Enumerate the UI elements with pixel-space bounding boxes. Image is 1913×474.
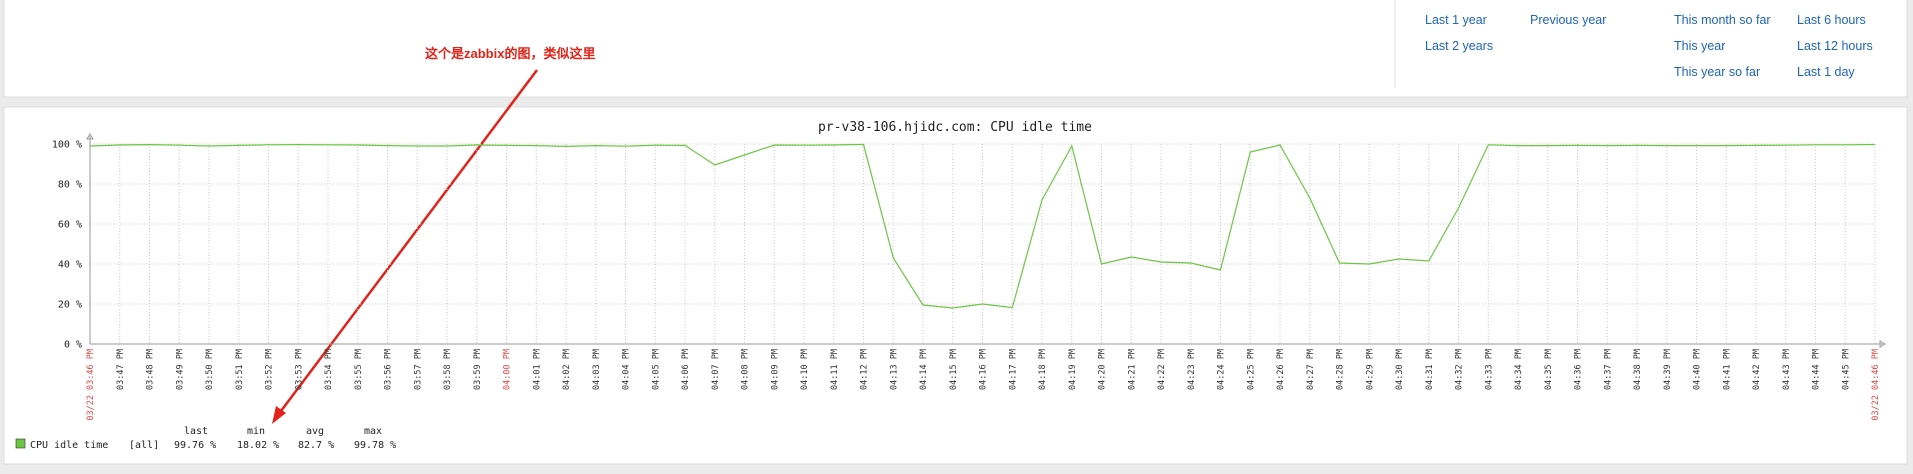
- x-tick-label: 04:42 PM: [1752, 349, 1762, 390]
- x-tick-label: 03:54 PM: [324, 349, 334, 390]
- x-tick-label: 04:28 PM: [1336, 349, 1346, 390]
- x-tick-label: 03:48 PM: [146, 349, 156, 390]
- x-tick-label: 04:32 PM: [1455, 349, 1465, 390]
- x-tick-label: 04:04 PM: [622, 349, 632, 390]
- legend-stat: 18.02 %: [237, 440, 279, 451]
- filter-panel: [4, 0, 1907, 97]
- x-tick-label: 04:14 PM: [919, 349, 929, 390]
- time-link[interactable]: This month so far: [1674, 13, 1771, 27]
- x-tick-label: 04:19 PM: [1068, 349, 1078, 390]
- time-link[interactable]: This year: [1674, 39, 1725, 53]
- legend-swatch: [16, 439, 25, 448]
- legend-stat: 99.78 %: [354, 440, 396, 451]
- x-tick-label: 04:31 PM: [1425, 349, 1435, 390]
- x-tick-label: 04:20 PM: [1098, 349, 1108, 390]
- x-tick-label: 04:43 PM: [1782, 349, 1792, 390]
- legend-label: CPU idle time: [30, 440, 108, 451]
- x-tick-label: 04:29 PM: [1365, 349, 1375, 390]
- x-tick-label: 04:26 PM: [1276, 349, 1286, 390]
- x-tick-label: 04:37 PM: [1603, 349, 1613, 390]
- y-tick-label: 100 %: [52, 140, 82, 151]
- legend-stat-header: last: [184, 426, 208, 437]
- x-tick-label: 04:24 PM: [1217, 349, 1227, 390]
- x-tick-label: 03/22 03:46 PM: [86, 349, 96, 421]
- x-tick-label: 04:41 PM: [1722, 349, 1732, 390]
- x-tick-label: 04:17 PM: [1008, 349, 1018, 390]
- y-tick-label: 40 %: [58, 260, 82, 271]
- x-tick-label: 04:36 PM: [1574, 349, 1584, 390]
- x-tick-label: 04:35 PM: [1544, 349, 1554, 390]
- legend-stat: 99.76 %: [174, 440, 216, 451]
- x-tick-label: 03:57 PM: [413, 349, 423, 390]
- x-tick-label: 04:05 PM: [651, 349, 661, 390]
- y-tick-label: 0 %: [64, 340, 82, 351]
- x-tick-label: 03:56 PM: [384, 349, 394, 390]
- x-tick-label: 04:27 PM: [1306, 349, 1316, 390]
- graph-panel: [4, 107, 1907, 464]
- x-tick-label: 04:44 PM: [1812, 349, 1822, 390]
- x-tick-label: 04:23 PM: [1187, 349, 1197, 390]
- x-tick-label: 03:53 PM: [294, 349, 304, 390]
- time-link[interactable]: This month: [1674, 0, 1736, 1]
- x-tick-label: 04:00 PM: [503, 349, 513, 390]
- x-tick-label: 04:39 PM: [1663, 349, 1673, 390]
- x-tick-label: 03:49 PM: [175, 349, 185, 390]
- time-link[interactable]: Last 2 years: [1425, 39, 1493, 53]
- x-tick-label: 03:52 PM: [265, 349, 275, 390]
- time-link[interactable]: Last 12 hours: [1797, 39, 1873, 53]
- x-tick-label: 04:11 PM: [830, 349, 840, 390]
- chart-title: pr-v38-106.hjidc.com: CPU idle time: [818, 120, 1092, 135]
- y-tick-label: 80 %: [58, 180, 82, 191]
- x-tick-label: 04:15 PM: [949, 349, 959, 390]
- x-tick-label: 03:59 PM: [473, 349, 483, 390]
- x-tick-label: 04:16 PM: [979, 349, 989, 390]
- x-tick-label: 04:34 PM: [1514, 349, 1524, 390]
- x-tick-label: 04:12 PM: [860, 349, 870, 390]
- x-tick-label: 03:55 PM: [354, 349, 364, 390]
- x-tick-label: 03:51 PM: [235, 349, 245, 390]
- x-tick-label: 04:40 PM: [1693, 349, 1703, 390]
- x-tick-label: 04:13 PM: [889, 349, 899, 390]
- x-tick-label: 04:09 PM: [770, 349, 780, 390]
- time-link[interactable]: Previous year: [1530, 13, 1606, 27]
- time-link[interactable]: Last 3 hours: [1797, 0, 1866, 1]
- legend-stat-header: avg: [306, 426, 324, 437]
- x-tick-label: 04:08 PM: [741, 349, 751, 390]
- x-tick-label: 04:07 PM: [711, 349, 721, 390]
- legend-scope: [all]: [129, 440, 159, 451]
- x-tick-label: 04:30 PM: [1395, 349, 1405, 390]
- x-tick-label: 03:50 PM: [205, 349, 215, 390]
- y-tick-label: 60 %: [58, 220, 82, 231]
- legend-stat: 82.7 %: [298, 440, 334, 451]
- time-link[interactable]: Last 6 months: [1425, 0, 1504, 1]
- x-tick-label: 04:06 PM: [681, 349, 691, 390]
- time-link[interactable]: Last 1 day: [1797, 65, 1855, 79]
- x-tick-label: 04:10 PM: [800, 349, 810, 390]
- x-tick-label: 04:02 PM: [562, 349, 572, 390]
- x-tick-label: 04:01 PM: [532, 349, 542, 390]
- x-tick-label: 04:25 PM: [1246, 349, 1256, 390]
- x-tick-label: 04:33 PM: [1484, 349, 1494, 390]
- x-tick-label: 04:21 PM: [1127, 349, 1137, 390]
- legend-stat-header: min: [247, 426, 265, 437]
- x-tick-label: 04:38 PM: [1633, 349, 1643, 390]
- time-link[interactable]: Last 1 year: [1425, 13, 1487, 27]
- x-tick-label: 04:03 PM: [592, 349, 602, 390]
- x-tick-label: 03:58 PM: [443, 349, 453, 390]
- annotation: 这个是zabbix的图，类似这里: [425, 46, 595, 61]
- x-tick-label: 03/22 04:46 PM: [1871, 349, 1881, 421]
- x-tick-label: 04:22 PM: [1157, 349, 1167, 390]
- time-link[interactable]: This year so far: [1674, 65, 1760, 79]
- x-tick-label: 03:47 PM: [116, 349, 126, 390]
- x-tick-label: 04:18 PM: [1038, 349, 1048, 390]
- legend-stat-header: max: [364, 426, 382, 437]
- y-tick-label: 20 %: [58, 300, 82, 311]
- time-link[interactable]: Previous month: [1530, 0, 1617, 1]
- x-tick-label: 04:45 PM: [1841, 349, 1851, 390]
- time-link[interactable]: Last 6 hours: [1797, 13, 1866, 27]
